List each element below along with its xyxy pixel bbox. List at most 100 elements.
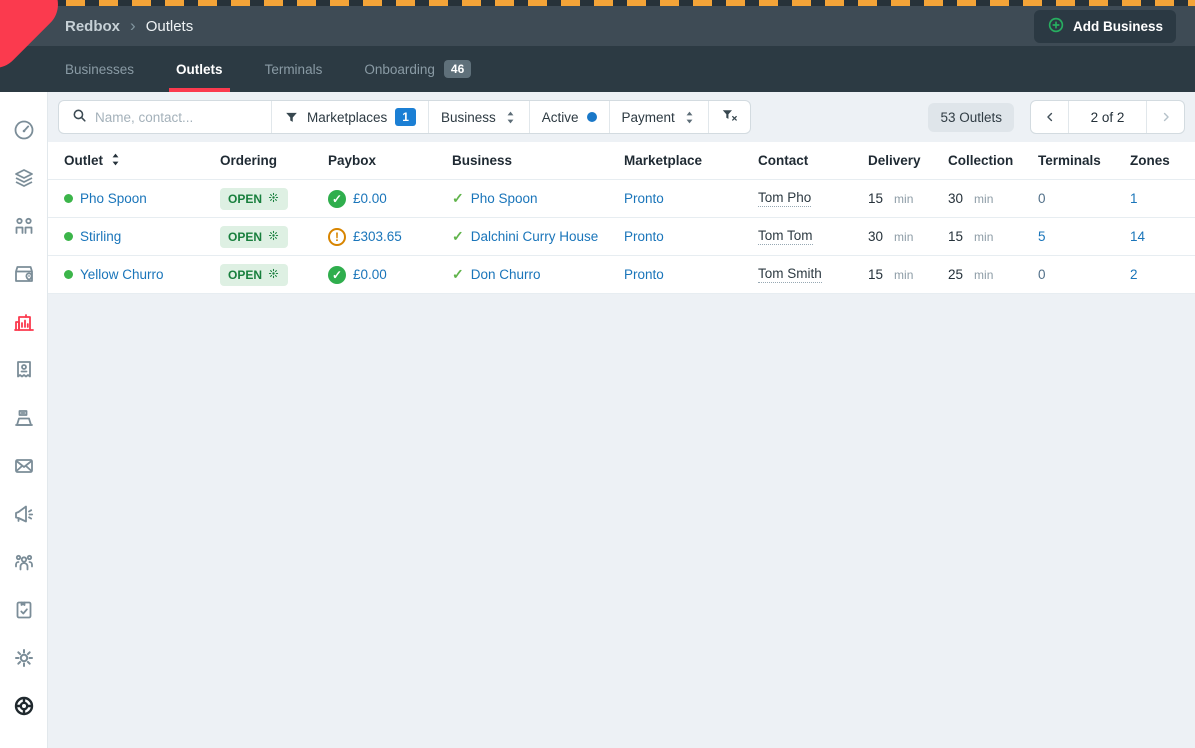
business-link[interactable]: Pho Spoon — [470, 191, 538, 206]
tab-outlets[interactable]: Outlets — [169, 46, 230, 92]
column-ordering: Ordering — [220, 153, 278, 168]
sun-icon — [267, 191, 280, 207]
recording-dashed-border — [0, 0, 1195, 6]
tab-businesses[interactable]: Businesses — [65, 61, 135, 77]
prev-page-button[interactable] — [1031, 101, 1068, 133]
gear-icon — [12, 646, 36, 670]
zones-link[interactable]: 14 — [1130, 229, 1146, 244]
sidebar-item-tasks[interactable] — [12, 598, 36, 622]
search-field[interactable] — [59, 101, 271, 133]
collection-time: 30 — [948, 191, 964, 206]
outlets-table: Outlet Ordering Paybox Business Marketpl… — [48, 142, 1195, 294]
delivery-time: 15 — [868, 267, 884, 282]
column-outlet[interactable]: Outlet — [64, 152, 220, 170]
sidebar-item-orders[interactable] — [12, 358, 36, 382]
check-icon — [452, 266, 464, 283]
online-status-dot-icon — [64, 194, 73, 203]
ordering-open-badge[interactable]: OPEN — [220, 263, 289, 286]
terminals-link[interactable]: 5 — [1038, 229, 1046, 244]
sidebar-item-menus[interactable] — [12, 166, 36, 190]
outlet-link[interactable]: Stirling — [80, 229, 122, 244]
onboarding-count-badge: 46 — [443, 60, 472, 78]
terminals-link[interactable]: 0 — [1038, 267, 1046, 282]
sun-icon — [267, 267, 280, 283]
collection-time: 25 — [948, 267, 964, 282]
online-status-dot-icon — [64, 232, 73, 241]
sidebar-item-support[interactable] — [12, 694, 36, 718]
business-link[interactable]: Don Churro — [470, 267, 541, 282]
minutes-unit: min — [974, 267, 994, 282]
toolbar-right: 53 Outlets 2 of 2 — [928, 100, 1185, 134]
sidebar-item-messages[interactable] — [12, 454, 36, 478]
outlet-link[interactable]: Pho Spoon — [80, 191, 147, 206]
tab-terminals[interactable]: Terminals — [264, 61, 323, 77]
outlet-count-badge: 53 Outlets — [928, 102, 1014, 132]
ordering-open-badge[interactable]: OPEN — [220, 187, 289, 210]
paybox-status-icon — [328, 189, 346, 208]
breadcrumb-root[interactable]: Redbox — [65, 17, 121, 35]
filter-active[interactable]: Active — [528, 101, 609, 133]
delivery-time: 30 — [868, 229, 884, 244]
collection-time: 15 — [948, 229, 964, 244]
sidebar-item-settings[interactable] — [12, 646, 36, 670]
ordering-open-badge[interactable]: OPEN — [220, 225, 289, 248]
minutes-unit: min — [894, 229, 914, 244]
filter-marketplaces[interactable]: Marketplaces 1 — [271, 101, 428, 133]
sort-arrows-icon — [683, 110, 696, 125]
sidebar-item-tills[interactable] — [12, 406, 36, 430]
minutes-unit: min — [894, 191, 914, 206]
next-page-button[interactable] — [1147, 101, 1184, 133]
contact-name[interactable]: Tom Pho — [758, 190, 812, 207]
sidebar-item-outlets[interactable] — [12, 262, 36, 286]
contact-name[interactable]: Tom Tom — [758, 228, 813, 245]
minutes-unit: min — [974, 229, 994, 244]
megaphone-icon — [12, 502, 36, 526]
person-icon — [12, 742, 36, 748]
user-group-icon — [12, 550, 36, 574]
minutes-unit: min — [894, 267, 914, 282]
pagination: 2 of 2 — [1030, 100, 1185, 134]
column-delivery: Delivery — [868, 153, 921, 168]
table-row: Stirling OPEN £303.65 Dalchini Curry Hou… — [48, 218, 1195, 256]
paybox-status-icon — [328, 265, 346, 284]
outlet-link[interactable]: Yellow Churro — [80, 267, 164, 282]
search-icon — [71, 107, 88, 127]
lifebuoy-icon — [12, 694, 36, 718]
clear-filters-button[interactable] — [707, 101, 750, 133]
sidebar-item-staff[interactable] — [12, 550, 36, 574]
paybox-link[interactable]: £0.00 — [353, 191, 387, 206]
column-paybox: Paybox — [328, 153, 377, 168]
breadcrumb-current: Outlets — [145, 17, 194, 35]
paybox-link[interactable]: £0.00 — [353, 267, 387, 282]
zones-link[interactable]: 2 — [1130, 267, 1138, 282]
contact-name[interactable]: Tom Smith — [758, 266, 822, 283]
column-business: Business — [452, 153, 513, 168]
sidebar-item-marketing[interactable] — [12, 502, 36, 526]
filter-group: Marketplaces 1 Business Active Payment — [58, 100, 751, 134]
sidebar-item-customers[interactable] — [12, 214, 36, 238]
terminals-link[interactable]: 0 — [1038, 191, 1046, 206]
marketplace-link[interactable]: Pronto — [624, 191, 664, 206]
marketplace-link[interactable]: Pronto — [624, 229, 664, 244]
sidebar-item-businesses-active[interactable] — [12, 310, 36, 334]
check-icon — [452, 228, 464, 245]
online-status-dot-icon — [64, 270, 73, 279]
paybox-link[interactable]: £303.65 — [353, 229, 402, 244]
add-business-button[interactable]: Add Business — [1033, 9, 1176, 43]
envelope-icon — [12, 454, 36, 478]
active-filter-dot-icon — [586, 112, 597, 122]
icon-sidebar — [0, 92, 48, 748]
business-link[interactable]: Dalchini Curry House — [470, 229, 599, 244]
main-tabbar: Businesses Outlets Terminals Onboarding … — [0, 46, 1195, 92]
filter-business[interactable]: Business — [427, 101, 529, 133]
search-input[interactable] — [95, 109, 259, 125]
sidebar-item-dashboard[interactable] — [12, 118, 36, 142]
filter-payment[interactable]: Payment — [608, 101, 708, 133]
sidebar-item-account[interactable] — [12, 742, 36, 748]
sun-icon — [267, 229, 280, 245]
zones-link[interactable]: 1 — [1130, 191, 1138, 206]
add-business-label: Add Business — [1072, 18, 1163, 34]
tab-onboarding[interactable]: Onboarding 46 — [364, 46, 472, 92]
marketplace-link[interactable]: Pronto — [624, 267, 664, 282]
